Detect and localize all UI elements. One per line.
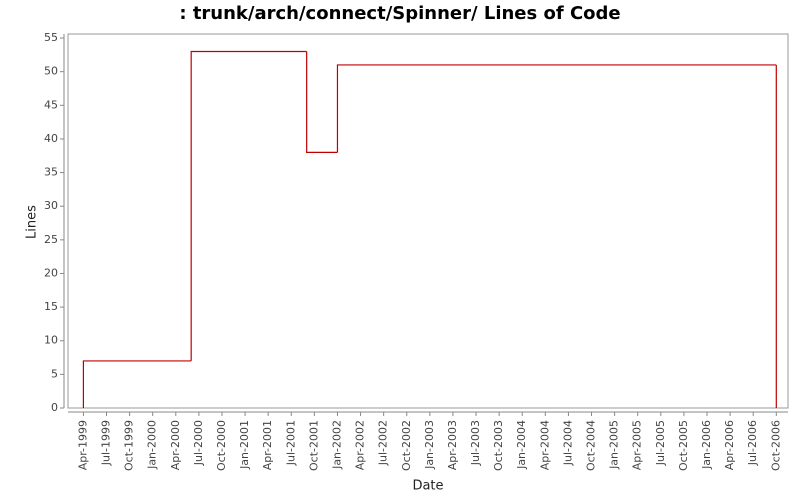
x-tick-label: Oct-2001 xyxy=(307,420,320,471)
x-tick-label: Jul-2001 xyxy=(284,420,297,466)
x-tick-label: Jan-2006 xyxy=(700,420,713,470)
x-tick-label: Jan-2002 xyxy=(330,420,343,470)
x-tick-label: Oct-2000 xyxy=(215,420,228,471)
x-tick-label: Oct-2002 xyxy=(400,420,413,471)
x-tick-label: Jan-2000 xyxy=(146,420,159,470)
step-segment xyxy=(336,64,777,153)
x-tick-label: Jan-2001 xyxy=(238,420,251,470)
x-tick-label: Apr-2000 xyxy=(169,420,182,470)
y-tick-label: 0 xyxy=(51,401,58,414)
x-tick-label: Apr-1999 xyxy=(76,420,89,470)
x-tick-label: Jul-1999 xyxy=(99,420,112,466)
y-tick-label: 20 xyxy=(44,266,58,279)
x-tick-label: Apr-2003 xyxy=(446,420,459,470)
x-tick-label: Oct-2004 xyxy=(585,420,598,471)
y-axis-title: Lines xyxy=(25,205,40,239)
x-tick-label: Jan-2005 xyxy=(608,420,621,470)
y-tick-label: 25 xyxy=(44,233,58,246)
x-tick-label: Jul-2000 xyxy=(192,420,205,466)
step-segment xyxy=(82,360,192,408)
y-tick-label: 35 xyxy=(44,166,58,179)
step-segment xyxy=(190,50,307,361)
x-tick-label: Jul-2005 xyxy=(654,420,667,466)
x-tick-label: Apr-2004 xyxy=(538,420,551,470)
x-tick-label: Oct-1999 xyxy=(123,420,136,471)
x-tick-label: Jul-2002 xyxy=(377,420,390,466)
y-tick-label: 45 xyxy=(44,98,58,111)
x-tick-label: Oct-2003 xyxy=(492,420,505,471)
x-tick-label: Oct-2006 xyxy=(769,420,782,471)
x-tick-label: Jul-2003 xyxy=(469,420,482,466)
y-tick-label: 15 xyxy=(44,300,58,313)
y-tick-label: 40 xyxy=(44,132,58,145)
y-tick-label: 30 xyxy=(44,199,58,212)
x-tick-label: Jul-2006 xyxy=(746,420,759,466)
x-tick-label: Apr-2005 xyxy=(631,420,644,470)
y-tick-label: 55 xyxy=(44,31,58,44)
x-tick-label: Jul-2004 xyxy=(561,420,574,466)
x-tick-label: Jan-2004 xyxy=(515,420,528,470)
x-tick-label: Apr-2006 xyxy=(723,420,736,470)
x-tick-label: Oct-2005 xyxy=(677,420,690,471)
x-tick-label: Jan-2003 xyxy=(423,420,436,470)
x-tick-label: Apr-2002 xyxy=(354,420,367,470)
step-segment xyxy=(306,51,338,153)
y-tick-label: 10 xyxy=(44,334,58,347)
x-axis-title: Date xyxy=(412,479,443,494)
y-tick-label: 50 xyxy=(44,65,58,78)
x-tick-label: Apr-2001 xyxy=(261,420,274,470)
plot-area xyxy=(67,33,789,409)
y-tick-label: 5 xyxy=(51,367,58,380)
chart-title: : trunk/arch/connect/Spinner/ Lines of C… xyxy=(179,3,620,24)
